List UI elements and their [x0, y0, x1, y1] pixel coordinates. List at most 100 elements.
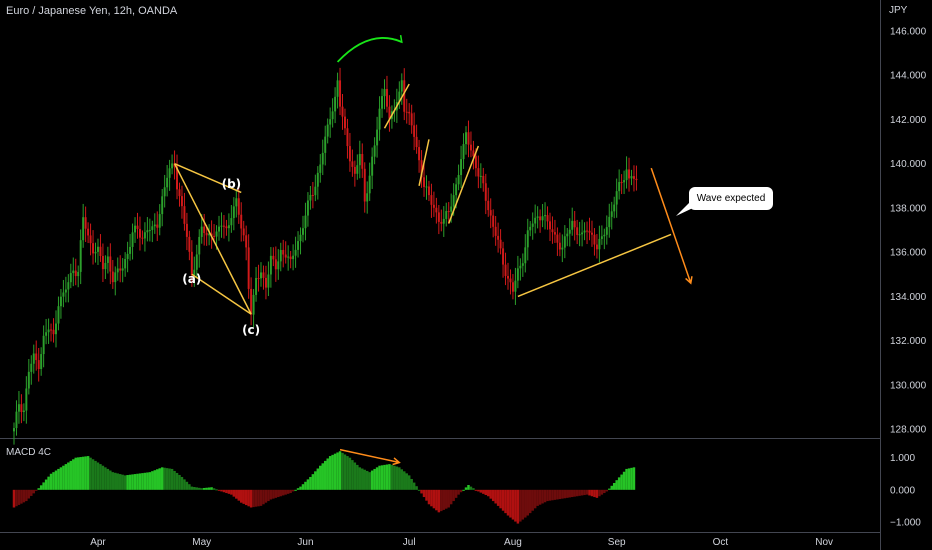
- macd-bar: [328, 456, 332, 490]
- macd-bar: [348, 457, 352, 490]
- candle-body: [573, 220, 576, 228]
- candle-body: [469, 144, 472, 151]
- candle-body: [583, 230, 586, 233]
- macd-bar: [509, 489, 512, 518]
- macd-bar: [158, 468, 161, 490]
- candle-body: [131, 232, 134, 247]
- candle-body: [69, 273, 72, 283]
- macd-bar: [232, 489, 236, 497]
- time-axis: Apr May Jun Jul Aug Sep Oct Nov: [90, 537, 833, 548]
- candle-body: [247, 247, 250, 289]
- candle-body: [311, 194, 314, 196]
- macd-bar: [249, 489, 253, 508]
- macd-bar: [175, 472, 179, 490]
- candle-body: [610, 211, 613, 217]
- candle-body: [79, 240, 82, 272]
- macd-bar: [151, 471, 154, 490]
- macd-bar: [612, 482, 616, 490]
- macd-bar: [244, 489, 248, 506]
- grid-lines: [0, 0, 881, 550]
- macd-bar: [259, 489, 263, 506]
- trend-line: [173, 163, 252, 315]
- candle-body: [514, 280, 517, 292]
- macd-bar: [296, 488, 300, 490]
- candle-body: [292, 255, 295, 260]
- macd-bar: [519, 489, 522, 522]
- macd-bar: [269, 489, 273, 500]
- candle-body: [408, 111, 411, 114]
- macd-bar: [205, 487, 208, 490]
- macd-bar: [148, 472, 152, 490]
- candle-body: [279, 249, 282, 262]
- price-axis: 146.000 144.000 142.000 140.000 138.000 136.0…: [890, 26, 927, 435]
- candle-body: [294, 249, 297, 256]
- candle-body: [235, 198, 238, 207]
- candle-body: [20, 404, 23, 412]
- macd-bar: [81, 456, 85, 490]
- candle-body: [213, 235, 216, 237]
- projection-arrow-head: [685, 276, 693, 285]
- candle-body: [124, 258, 127, 269]
- candle-body: [116, 268, 119, 273]
- macd-bar: [79, 457, 82, 490]
- candle-body: [158, 214, 161, 228]
- macd-tick-label: 1.000: [890, 453, 915, 464]
- candle-body: [237, 198, 240, 215]
- macd-bar: [632, 467, 636, 490]
- candle-body: [27, 371, 30, 389]
- candle-body: [50, 329, 53, 331]
- macd-bar: [578, 489, 581, 496]
- macd-bar: [281, 489, 285, 496]
- candle-body: [193, 269, 196, 276]
- candle-body: [240, 214, 243, 229]
- candle-body: [630, 176, 633, 179]
- candle-body: [334, 96, 337, 112]
- macd-bar: [432, 489, 436, 509]
- macd-bar: [563, 489, 567, 499]
- macd-bar: [89, 457, 92, 490]
- candle-body: [96, 246, 99, 252]
- wave-label: (b): [222, 177, 242, 191]
- candle-body: [289, 256, 292, 260]
- macd-bar: [447, 489, 450, 508]
- macd-bar: [267, 489, 270, 502]
- time-tick-label: May: [192, 537, 211, 548]
- candle-body: [499, 239, 502, 249]
- candle-body: [363, 168, 366, 202]
- time-tick-label: Apr: [90, 537, 106, 548]
- macd-bar: [531, 489, 534, 511]
- macd-bar: [469, 486, 473, 490]
- macd-tick-label: 0.000: [890, 485, 915, 496]
- macd-bar: [123, 475, 127, 490]
- macd-bar: [546, 489, 549, 502]
- macd-bar: [131, 474, 134, 490]
- candle-body: [452, 195, 455, 207]
- macd-bar: [380, 465, 384, 490]
- candle-body: [143, 232, 146, 239]
- candle-body: [388, 106, 391, 119]
- macd-bar: [516, 489, 520, 524]
- macd-bar: [336, 452, 339, 490]
- macd-bar: [548, 489, 552, 501]
- candle-body: [215, 231, 218, 237]
- candle-body: [42, 335, 45, 355]
- candle-body: [467, 132, 470, 145]
- candle-body: [205, 232, 208, 236]
- macd-bar: [227, 489, 231, 494]
- candle-body: [99, 246, 102, 256]
- candle-body: [563, 236, 566, 248]
- macd-bar: [491, 489, 495, 502]
- price-tick-label: 146.000: [890, 26, 927, 37]
- macd-bar: [484, 489, 488, 496]
- candle-body: [430, 195, 433, 205]
- macd-bar: [452, 489, 455, 502]
- macd-bar: [378, 465, 381, 490]
- trend-lines: [173, 35, 695, 466]
- price-tick-label: 142.000: [890, 115, 927, 126]
- macd-bar: [84, 456, 87, 490]
- candle-body: [104, 262, 107, 270]
- candle-body: [613, 204, 616, 212]
- macd-bar: [193, 487, 196, 490]
- macd-bar: [566, 489, 569, 498]
- candle-body: [418, 147, 421, 161]
